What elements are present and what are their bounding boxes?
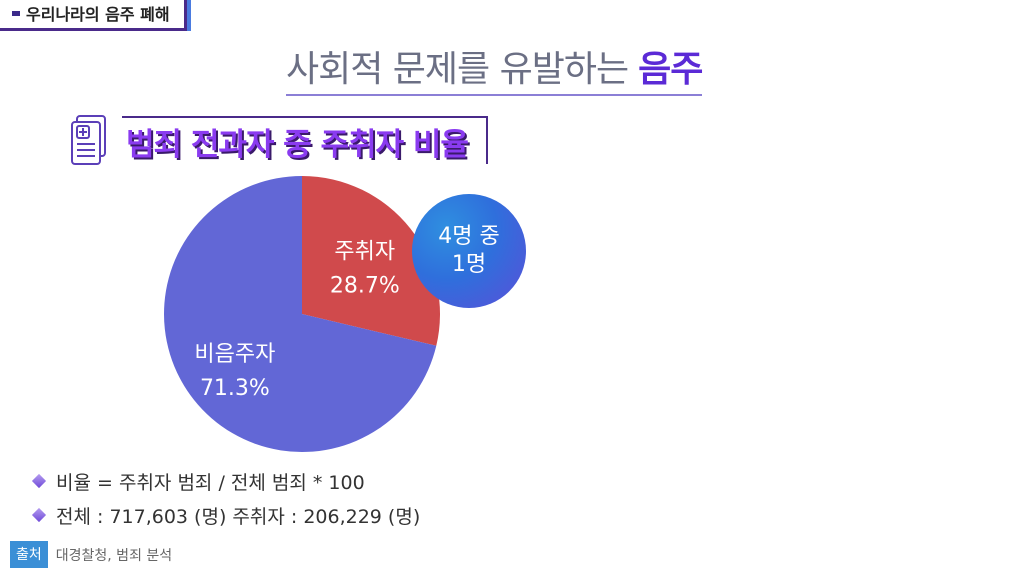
callout-line1: 4명 중: [438, 224, 500, 249]
note-text: 전체 : 717,603 (명) 주취자 : 206,229 (명): [56, 505, 421, 528]
note-text: 비율 = 주취자 범죄 / 전체 범죄 * 100: [56, 471, 365, 494]
pie-slice-label: 비음주자: [194, 342, 275, 367]
pie-slice-value: 71.3%: [200, 376, 270, 401]
section-header: 범죄 전과자 중 주취자 비율: [70, 114, 488, 166]
callout-line2: 1명: [451, 252, 487, 277]
section-title-box: 범죄 전과자 중 주취자 비율: [122, 116, 488, 164]
diamond-icon: [31, 473, 47, 489]
notes-list: 비율 = 주취자 범죄 / 전체 범죄 * 100 전체 : 717,603 (…: [30, 464, 420, 532]
note-item: 전체 : 717,603 (명) 주취자 : 206,229 (명): [30, 498, 420, 532]
medical-document-icon: [71, 115, 106, 165]
source-text: 대경찰청, 범죄 분석: [55, 547, 173, 564]
topic-tag-label: 우리나라의 음주 폐해: [26, 5, 170, 24]
pie-slice-2: [163, 176, 437, 452]
slide-title-main: 사회적 문제를 유발하는: [286, 49, 629, 90]
pie-slice-value: 28.7%: [330, 273, 400, 298]
source-badge: 출처: [10, 541, 48, 568]
pie-chart: 주취자 28.7% 비음주자 71.3%: [163, 176, 440, 452]
source-line: 출처 대경찰청, 범죄 분석: [10, 541, 172, 568]
topic-tag: 우리나라의 음주 폐해: [0, 0, 191, 31]
tag-marker: [12, 10, 20, 16]
slide-title: 사회적 문제를 유발하는 음주: [286, 42, 703, 96]
pie-slice-label: 주취자: [334, 239, 395, 264]
note-item: 비율 = 주취자 범죄 / 전체 범죄 * 100: [30, 464, 420, 498]
callout-circle: 4명 중 1명: [412, 194, 526, 308]
diamond-icon: [31, 507, 47, 523]
slide-title-emphasis: 음주: [638, 49, 703, 90]
pie-slice-1: [302, 176, 440, 346]
section-title: 범죄 전과자 중 주취자 비율: [126, 126, 469, 163]
